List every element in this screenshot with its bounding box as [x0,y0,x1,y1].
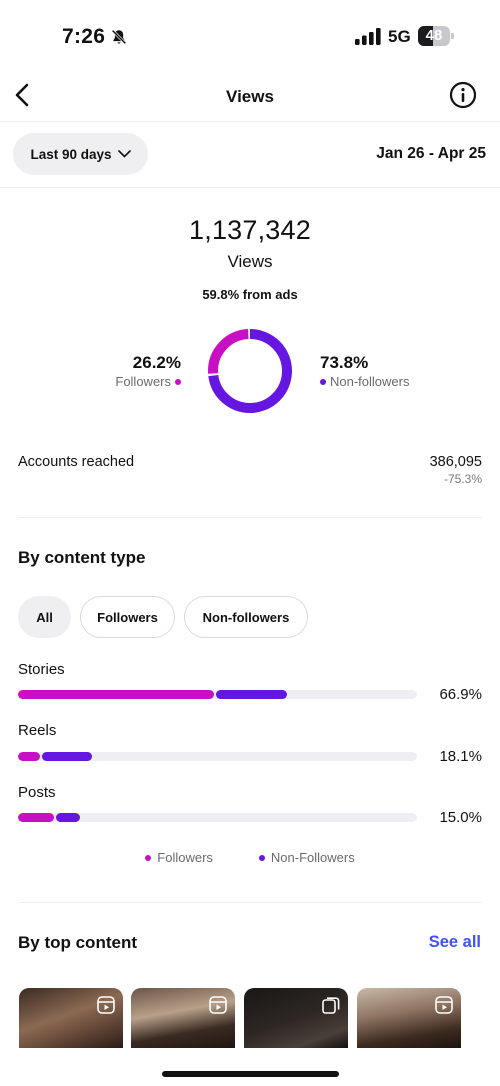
followers-percent: 26.2% [132,353,181,372]
battery-icon: 48 [418,26,454,46]
reels-bar [18,752,417,761]
followers-donut-chart [208,329,292,413]
top-content-thumb-3[interactable] [244,988,348,1048]
posts-non-followers-segment [56,813,80,822]
chevron-down-icon [117,150,131,158]
donut-segment-non-followers [208,329,292,413]
back-button[interactable] [10,80,36,110]
legend-non-followers-dot [258,854,265,861]
posts-percent: 15.0% [439,809,482,826]
section-divider-2 [18,902,482,903]
top-content-thumb-2[interactable] [131,988,235,1048]
date-range: Jan 26 - Apr 25 [376,145,486,162]
posts-label: Posts [18,784,56,801]
info-icon[interactable] [449,81,477,109]
stories-label: Stories [18,661,65,678]
non-followers-dot [320,378,326,385]
ads-note: 59.8% from ads [202,287,298,302]
tab-all[interactable]: All [18,596,71,638]
accounts-reached-label: Accounts reached [18,454,135,470]
section-divider [18,517,482,518]
accounts-reached-change: -75.3% [443,472,482,486]
non-followers-legend: Non-followers [320,374,409,389]
top-content-thumb-4[interactable] [357,988,461,1048]
reels-followers-segment [18,752,41,761]
legend-followers: Followers [145,850,213,865]
tab-followers[interactable]: Followers [80,596,175,638]
period-label: Last 90 days [30,146,112,162]
non-followers-legend-label: Non-followers [330,374,410,389]
reel-icon [97,996,115,1014]
total-views-label: Views [227,252,273,271]
donut-segment-followers [208,329,292,413]
followers-legend-label: Followers [115,374,171,389]
home-indicator[interactable] [162,1071,339,1077]
network-label: 5G [388,27,411,46]
tab-non-followers[interactable]: Non-followers [184,596,308,638]
top-content-thumb-1[interactable] [19,988,123,1048]
signal-icon [355,28,381,45]
reels-percent: 18.1% [439,748,482,765]
reels-label: Reels [18,722,57,739]
posts-followers-segment [18,813,55,822]
reels-non-followers-segment [42,752,93,761]
accounts-reached-value: 386,095 [429,454,482,470]
content-type-title: By content type [18,548,146,567]
stories-followers-segment [18,690,214,699]
status-bar: 7:26 5G 48 [0,0,500,72]
reel-icon [435,996,453,1014]
carousel-icon [322,997,340,1014]
legend-followers-label: Followers [157,850,213,865]
top-content-title: By top content [18,933,137,952]
legend-non-followers: Non-Followers [258,850,355,865]
followers-legend: Followers [115,374,181,389]
stories-non-followers-segment [215,690,287,699]
reel-icon [209,996,227,1014]
content-type-legend: Followers Non-Followers [0,850,500,865]
status-time: 7:26 [62,25,106,48]
stories-percent: 66.9% [439,686,482,703]
legend-followers-dot [145,854,152,861]
see-all-link[interactable]: See all [428,933,481,951]
content-type-tabs: All Followers Non-followers [18,596,308,638]
bell-slash-icon [111,29,127,45]
nav-header: Views [0,72,500,122]
stories-bar [18,690,417,699]
page-title: Views [226,87,274,106]
period-dropdown[interactable]: Last 90 days [13,133,148,175]
posts-bar [18,813,417,822]
total-views: 1,137,342 [189,215,311,245]
battery-level-text: 48 [425,27,443,44]
header-divider [0,121,500,122]
filter-divider [0,187,500,188]
non-followers-percent: 73.8% [320,353,369,372]
followers-dot [175,378,181,385]
top-content-thumbnails [19,988,500,1048]
legend-non-followers-label: Non-Followers [270,850,355,865]
